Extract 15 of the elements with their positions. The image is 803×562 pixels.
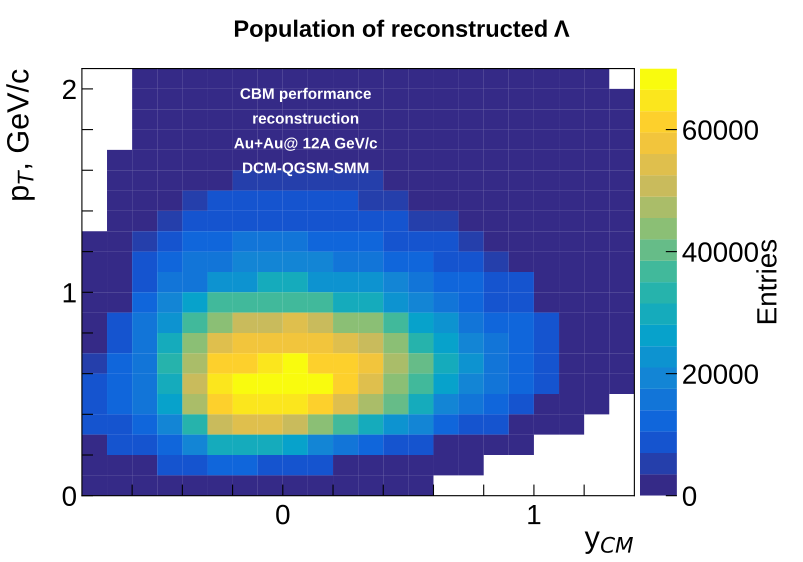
y-tick-label: 1 [64,283,76,302]
color-bar-label: 40000 [682,242,758,262]
annotation: CBM performance [240,88,371,102]
color-bar-title: Entries [756,240,777,324]
annotation: DCM-QGSM-SMM [243,162,368,176]
y-tick-label: 0 [62,486,76,506]
color-bar-label: 20000 [683,364,758,384]
y-tick-label: 2 [62,80,76,99]
color-bar-label: 60000 [683,120,758,140]
annotation: reconstruction [253,112,358,124]
y-axis-title: p$_{T}$, GeV/c [6,70,35,200]
chart-title: Population of reconstructed Λ [234,20,570,42]
color-bar-label: 0 [682,486,696,506]
annotation: Au+Au@ 12A GeV/c [234,137,378,151]
x-axis-title: y$_{CM}$ [584,531,633,554]
